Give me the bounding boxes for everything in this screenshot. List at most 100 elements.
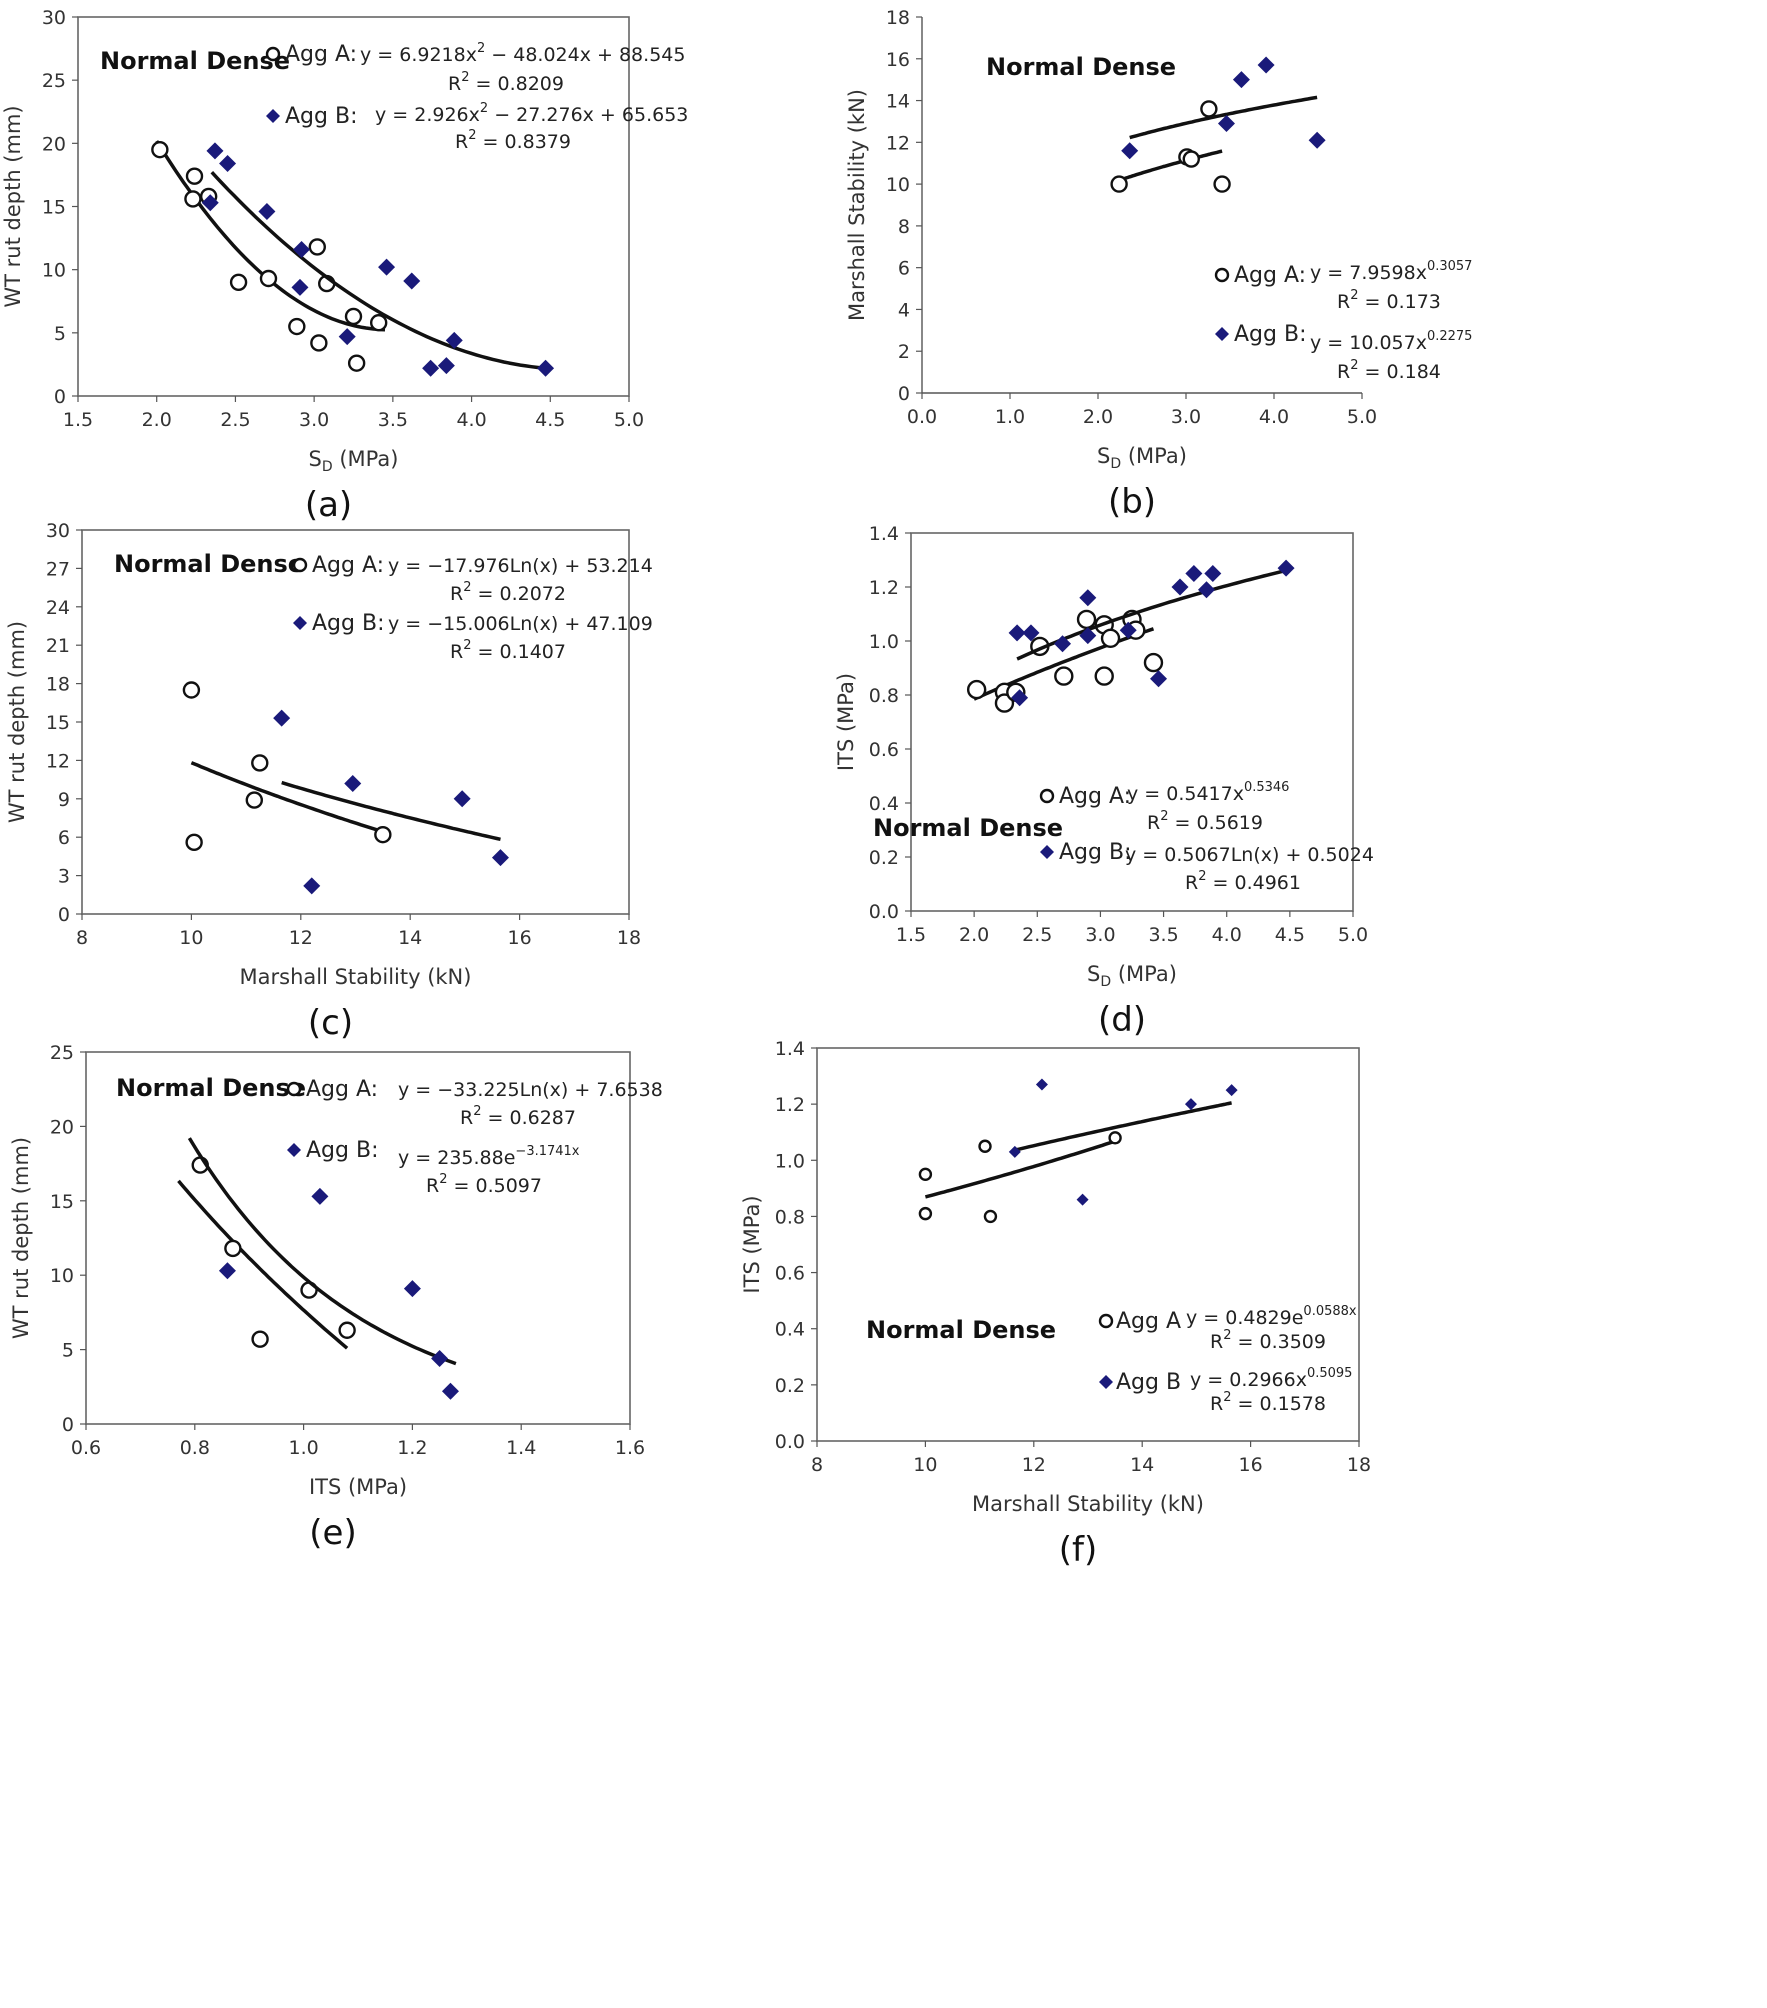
chart-svg-b: 0.0 1.0 2.0 3.0 4.0 5.0 0 2 4 6 8 10 12 14 16 18 SD (MPa…	[845, 7, 1472, 522]
legend-marker-agg-a	[1039, 788, 1055, 804]
r-squared-b: R2 = 0.1578	[1210, 1390, 1326, 1415]
x-tick-label: 5.0	[614, 409, 644, 431]
r-squared-b: R2 = 0.5097	[426, 1172, 542, 1197]
data-point-agg-b	[338, 328, 356, 346]
y-tick-label: 6	[58, 827, 70, 849]
plot-area	[77, 16, 630, 397]
x-tick-label: 3.0	[1171, 406, 1201, 428]
y-axis-title: WT rut depth (mm)	[1, 105, 25, 307]
r-squared-a: R2 = 0.173	[1337, 288, 1441, 313]
y-tick-label: 0.0	[869, 901, 899, 923]
y-tick-label: 0	[898, 383, 910, 405]
data-point-agg-a	[288, 317, 306, 336]
y-tick-label: 0.4	[775, 1319, 805, 1341]
chart-heading: Normal Dense	[986, 53, 1176, 81]
y-tick-label: 20	[42, 133, 66, 155]
data-point-agg-b	[1277, 559, 1295, 577]
r-squared-b: R2 = 0.8379	[455, 128, 571, 153]
legend-label-agg-b: Agg B:	[306, 1138, 378, 1163]
data-point-agg-b	[258, 203, 276, 221]
data-point-agg-b	[1184, 1098, 1197, 1111]
data-point-agg-a	[1143, 652, 1164, 673]
data-point-agg-a	[1094, 666, 1114, 686]
data-point-agg-a	[344, 307, 363, 326]
legend-marker-agg-b	[266, 109, 280, 123]
chart-heading: Normal Dense	[100, 47, 290, 75]
trendline-equation-a: y = −17.976Ln(x) + 53.214	[388, 555, 653, 577]
x-tick-label: 8	[76, 927, 88, 949]
trendline-equation-b: y = 2.926x2 − 27.276x + 65.653	[375, 101, 688, 126]
data-point-agg-a	[245, 791, 264, 809]
y-tick-label: 5	[62, 1340, 74, 1362]
x-tick-label: 0.0	[907, 406, 937, 428]
trendline-agg-b	[187, 1137, 457, 1366]
trendline-agg-a	[924, 1139, 1116, 1199]
data-point-agg-b	[1171, 578, 1189, 596]
x-tick-label: 12	[1022, 1454, 1046, 1476]
x-tick-label: 2.0	[959, 924, 989, 946]
data-point-agg-b	[1054, 635, 1072, 653]
legend-marker-agg-b	[287, 1143, 301, 1157]
x-tick-label: 3.0	[1085, 924, 1115, 946]
x-tick-label: 16	[1239, 1454, 1263, 1476]
legend-label-agg-a: Agg A:	[306, 1077, 378, 1102]
panel-label: (d)	[1098, 1000, 1146, 1040]
y-tick-label: 16	[886, 49, 910, 71]
data-point-agg-a	[1110, 175, 1128, 193]
y-tick-label: 0.2	[775, 1375, 805, 1397]
legend-label-agg-a: Agg A:	[285, 42, 357, 67]
x-tick-label: 2.0	[1083, 406, 1113, 428]
data-point-agg-a	[347, 354, 366, 372]
x-tick-label: 1.0	[288, 1437, 318, 1459]
legend-label-agg-a: Agg A:	[1234, 263, 1306, 288]
x-tick-label: 12	[289, 927, 313, 949]
x-tick-label: 2.5	[220, 409, 250, 431]
trendline-agg-a	[1118, 149, 1223, 182]
x-tick-label: 1.0	[995, 406, 1025, 428]
y-tick-label: 1.2	[775, 1094, 805, 1116]
chart-svg-a: 1.5 2.0 2.5 3.0 3.5 4.0 4.5 5.0 0 5 10 15 20 25 30 SD (…	[1, 7, 688, 525]
data-point-agg-a	[229, 273, 248, 291]
data-point-agg-b	[1035, 1078, 1048, 1091]
data-point-agg-b	[311, 1187, 329, 1205]
trendline-agg-a	[190, 761, 384, 834]
x-tick-label: 3.5	[1148, 924, 1178, 946]
x-tick-label: 18	[617, 927, 641, 949]
x-tick-label: 14	[398, 927, 422, 949]
y-axis-title: ITS (MPa)	[834, 673, 858, 771]
y-tick-label: 4	[898, 299, 910, 321]
data-point-agg-b	[206, 142, 224, 160]
y-tick-label: 1.4	[869, 523, 899, 545]
y-tick-label: 15	[46, 712, 70, 734]
chart-svg-c: 8 10 12 14 16 18 0 3 6 9 12 15 18 21 24 27 30 Marshall St…	[5, 520, 653, 1043]
x-tick-label: 4.0	[456, 409, 486, 431]
data-point-agg-a	[918, 1167, 933, 1182]
data-point-agg-a	[1108, 1131, 1122, 1145]
panel-label: (f)	[1059, 1530, 1098, 1570]
x-tick-label: 2.5	[1022, 924, 1052, 946]
r-squared-a: R2 = 0.3509	[1210, 1328, 1326, 1353]
data-point-agg-b	[422, 359, 440, 377]
chart-heading: Normal Dense	[116, 1074, 306, 1102]
y-tick-label: 0.0	[775, 1431, 805, 1453]
plot-area	[910, 532, 1354, 912]
legend-marker-agg-b	[1040, 845, 1054, 859]
x-tick-label: 18	[1347, 1454, 1371, 1476]
data-point-agg-a	[983, 1209, 998, 1224]
chart-svg-f: 8 10 12 14 16 18 0.0 0.2 0.4 0.6 0.8 1.0 1.2 1.4 Marsh…	[740, 1038, 1371, 1570]
chart-panel-d: 1.5 2.0 2.5 3.0 3.5 4.0 4.5 5.0 0.0 0.2 0.4 0.6 0.8 1…	[834, 523, 1767, 1338]
r-squared-a: R2 = 0.6287	[460, 1104, 576, 1129]
x-tick-label: 10	[913, 1454, 937, 1476]
y-tick-label: 20	[50, 1116, 74, 1138]
chart-heading: Normal Dense	[866, 1316, 1056, 1344]
y-tick-label: 30	[42, 7, 66, 29]
trendline-equation-a: y = 0.5417x0.5346	[1127, 780, 1289, 805]
data-point-agg-b	[445, 331, 463, 349]
y-tick-label: 0.4	[869, 793, 899, 815]
x-tick-label: 5.0	[1347, 406, 1377, 428]
legend-label-agg-b: Agg B	[1116, 1370, 1181, 1395]
legend-marker-agg-b	[1215, 327, 1229, 341]
data-point-agg-a	[966, 679, 987, 700]
plot-area	[922, 17, 1362, 393]
chart-panel-c: 8 10 12 14 16 18 0 3 6 9 12 15 18 21 24 27 30 Marshall St…	[0, 520, 883, 1338]
